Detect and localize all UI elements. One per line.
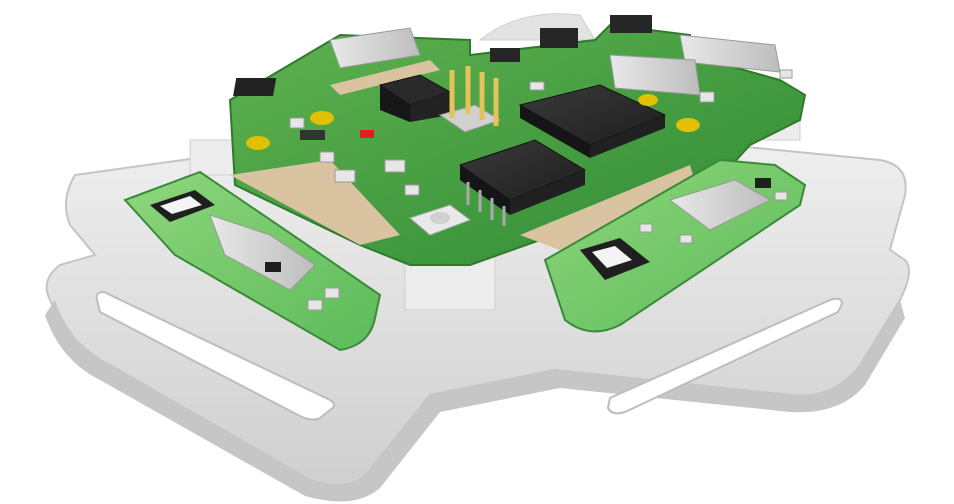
right-strap-slot bbox=[606, 297, 844, 415]
mid-right-connector bbox=[609, 54, 701, 96]
pin-header bbox=[438, 66, 502, 133]
left-strap-slot bbox=[95, 290, 335, 421]
soic-chip bbox=[458, 139, 587, 226]
left-daughter-pcb bbox=[123, 170, 382, 352]
gold-pads bbox=[246, 94, 700, 150]
small-ics bbox=[233, 15, 652, 140]
right-daughter-pcb bbox=[543, 158, 807, 333]
large-qfn-chip bbox=[518, 84, 667, 158]
top-left-connector bbox=[329, 27, 421, 69]
passive-components bbox=[289, 69, 793, 196]
push-button bbox=[408, 204, 472, 236]
